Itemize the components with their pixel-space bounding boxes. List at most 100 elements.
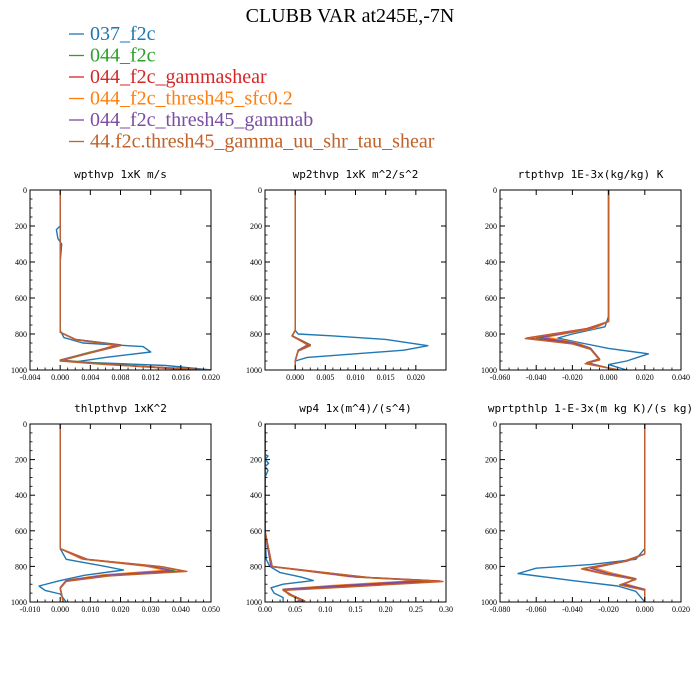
y-tick-label: 400 [250,258,262,267]
y-tick-label: 400 [485,258,497,267]
series-line [55,190,211,370]
series-line [294,190,429,370]
x-tick-label: 0.000 [51,605,69,614]
y-tick-label: 800 [15,562,27,571]
x-tick-label: 0.030 [142,605,160,614]
x-tick-label: 0.010 [81,605,99,614]
y-tick-label: 800 [485,562,497,571]
x-tick-label: 0.020 [636,373,654,382]
y-tick-label: 200 [485,222,497,231]
y-tick-label: 400 [485,491,497,500]
y-tick-label: 600 [485,294,497,303]
chart-panel-3: rtpthvp 1E-3x(kg/kg) K -0.060 -0.040 -0.020… [481,168,690,382]
x-tick-label: -0.004 [20,373,41,382]
legend-label: 044_f2c_thresh45_gammab [90,109,313,131]
y-tick-label: 400 [250,491,262,500]
plot-frame [29,189,212,371]
series-line [59,190,211,370]
x-tick-label: 0.020 [112,605,130,614]
legend: 037_f2c044_f2c044_f2c_gammashear044_f2c_… [69,23,435,153]
y-tick-label: 0 [493,420,497,429]
series-group [38,424,188,602]
y-tick-label: 0 [23,186,27,195]
y-tick-label: 0 [493,186,497,195]
x-tick-label: 0.016 [172,373,190,382]
series-line [291,190,311,370]
y-tick-label: 800 [250,562,262,571]
x-tick-label: -0.040 [562,605,583,614]
series-group [517,424,646,602]
x-tick-label: 0.20 [379,605,393,614]
x-tick-label: 0.015 [377,373,395,382]
x-tick-label: -0.020 [598,605,619,614]
x-tick-label: 0.000 [286,373,304,382]
y-tick-label: 1000 [246,598,262,607]
y-tick-label: 400 [15,491,27,500]
x-tick-label: 0.020 [672,605,690,614]
legend-item: 44.f2c.thresh45_gamma_uu_shr_tau_shear [69,131,435,153]
panel-title: wprtpthlp 1-E-3x(m kg K)/(s kg) [488,402,693,415]
series-line [265,424,314,602]
series-group [55,190,211,370]
y-tick-label: 200 [485,456,497,465]
legend-label: 044_f2c_gammashear [90,66,267,88]
legend-label: 044_f2c_thresh45_sfc0.2 [90,88,293,110]
series-line [265,424,444,602]
y-tick-label: 800 [250,330,262,339]
legend-item: 044_f2c_thresh45_gammab [69,109,313,131]
legend-label: 044_f2c [90,45,156,67]
legend-item: 037_f2c [69,23,156,45]
x-tick-label: -0.020 [562,373,583,382]
panels: wpthvp 1xK m/s-0.004 0.000 0.004 0.008 0.012… [11,168,693,614]
series-group [524,190,650,370]
x-tick-label: 0.00 [258,605,272,614]
legend-item: 044_f2c_gammashear [69,66,267,88]
figure-title: CLUBB VAR at245E,-7N [246,5,455,27]
x-tick-label: -0.080 [490,605,511,614]
x-tick-label: 0.30 [439,605,453,614]
x-tick-label: -0.060 [526,605,547,614]
x-tick-label: 0.040 [672,373,690,382]
y-tick-label: 1000 [481,366,497,375]
x-tick-label: -0.040 [526,373,547,382]
x-tick-label: 0.040 [172,605,190,614]
y-tick-label: 200 [15,456,27,465]
x-tick-label: 0.000 [600,373,618,382]
x-tick-label: 0.010 [347,373,365,382]
x-tick-label: 0.05 [288,605,302,614]
y-tick-label: 1000 [11,366,27,375]
x-tick-label: 0.005 [316,373,334,382]
y-tick-label: 1000 [246,366,262,375]
plot-frame [264,189,447,371]
y-tick-label: 600 [250,527,262,536]
y-tick-label: 600 [15,294,27,303]
x-tick-label: -0.060 [490,373,511,382]
panel-title: thlpthvp 1xK^2 [74,402,167,415]
y-tick-label: 0 [258,420,262,429]
legend-label: 44.f2c.thresh45_gamma_uu_shr_tau_shear [90,131,435,153]
plot-frame [499,189,682,371]
x-tick-label: -0.010 [20,605,41,614]
panel-title: wp4 1x(m^4)/(s^4) [299,402,412,415]
panel-title: rtpthvp 1E-3x(kg/kg) K [518,168,664,181]
y-tick-label: 1000 [11,598,27,607]
x-tick-label: 0.000 [636,605,654,614]
y-tick-label: 800 [485,330,497,339]
x-tick-label: 0.000 [51,373,69,382]
y-tick-label: 200 [250,222,262,231]
x-tick-label: 0.020 [202,373,220,382]
series-line [580,424,646,602]
x-tick-label: 0.020 [407,373,425,382]
x-tick-label: 0.004 [81,373,99,382]
panel-title: wp2thvp 1xK m^2/s^2 [293,168,419,181]
y-tick-label: 400 [15,258,27,267]
y-tick-label: 0 [23,420,27,429]
chart-panel-1: wpthvp 1xK m/s -0.004 0.000 0.004 0.008 0.012… [11,168,220,382]
x-tick-label: 0.15 [349,605,363,614]
y-tick-label: 200 [250,456,262,465]
y-tick-label: 200 [15,222,27,231]
x-tick-label: 0.008 [112,373,130,382]
y-tick-label: 600 [485,527,497,536]
x-tick-label: 0.10 [318,605,332,614]
